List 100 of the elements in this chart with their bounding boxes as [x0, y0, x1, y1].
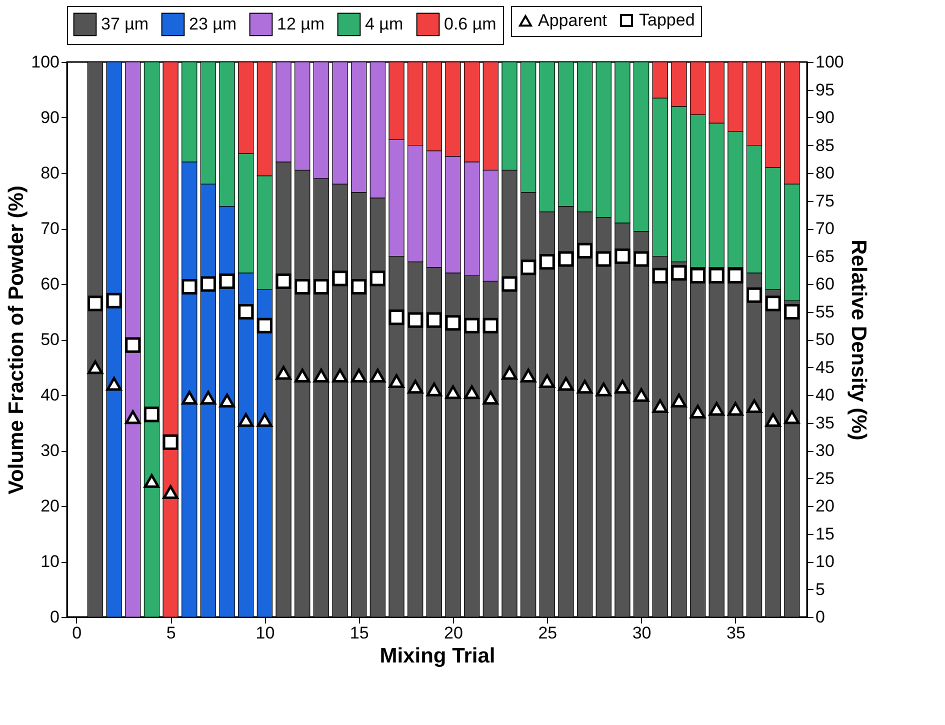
y2-tick-label: 55	[816, 302, 834, 322]
y2-tick-label: 50	[816, 330, 834, 349]
y2-tick-label: 100	[816, 52, 844, 72]
point	[87, 296, 104, 312]
legend-label: 23 µm	[189, 14, 237, 34]
point	[200, 276, 216, 292]
y2-tick-label: 30	[816, 441, 834, 460]
y-tick-label: 80	[40, 164, 60, 182]
point	[445, 385, 461, 400]
point	[332, 270, 348, 286]
point	[276, 366, 292, 380]
point	[351, 279, 367, 295]
y2-tick-label: 90	[816, 108, 834, 127]
point	[765, 296, 781, 312]
y-tick-label: 90	[40, 108, 60, 127]
y-tick-label: 70	[40, 219, 60, 238]
point	[182, 279, 198, 295]
point	[708, 268, 724, 284]
point	[634, 388, 650, 402]
point	[388, 310, 404, 326]
point	[520, 260, 536, 276]
point	[87, 360, 104, 374]
y-tick-label: 0	[50, 608, 60, 626]
point	[671, 265, 687, 281]
point	[614, 380, 630, 394]
point	[652, 399, 668, 413]
y-tick-label: 100	[31, 52, 60, 72]
point	[256, 413, 272, 427]
x-axis-title: Mixing Trial	[380, 644, 496, 668]
y-tick-label: 40	[40, 386, 60, 404]
point	[634, 251, 650, 267]
y2-tick-label: 40	[816, 386, 834, 404]
y-axis-title: Volume Fraction of Powder (%)	[5, 186, 28, 494]
y-tick-label: 10	[40, 552, 60, 571]
point	[256, 318, 272, 334]
y2-tick-label: 25	[816, 468, 834, 488]
point	[445, 315, 461, 331]
y2-tick-label: 75	[816, 191, 834, 210]
y2-tick-label: 80	[816, 164, 834, 182]
x-tick-label: 10	[256, 624, 275, 642]
x-tick-label: 25	[538, 624, 558, 642]
point	[671, 394, 687, 408]
point	[558, 251, 574, 267]
y-tick-label: 60	[40, 274, 60, 294]
point	[596, 382, 612, 396]
point	[370, 368, 386, 382]
point	[370, 270, 386, 286]
point	[294, 368, 310, 382]
point	[182, 390, 198, 405]
point	[426, 382, 442, 396]
point	[144, 474, 160, 488]
point	[784, 304, 800, 320]
y2-axis-title: Relative Density (%)	[846, 240, 870, 440]
x-tick-label: 5	[166, 624, 176, 642]
y2-tick-label: 45	[816, 358, 834, 377]
point	[690, 404, 706, 419]
point	[502, 276, 518, 292]
y2-tick-label: 5	[816, 580, 825, 599]
point	[690, 268, 706, 284]
x-tick-label: 20	[444, 624, 463, 642]
point	[482, 318, 498, 334]
y-tick-label: 20	[40, 496, 60, 516]
point	[408, 380, 424, 394]
point	[332, 368, 348, 382]
y2-tick-label: 65	[816, 246, 834, 266]
legend-label: 0.6 µm	[444, 14, 496, 34]
point	[614, 248, 630, 264]
point	[746, 287, 762, 303]
point	[596, 251, 612, 267]
point	[162, 434, 178, 450]
x-tick-label: 0	[72, 624, 82, 642]
point	[728, 268, 744, 284]
point	[558, 377, 574, 391]
legend-label: Apparent	[538, 10, 608, 30]
point	[746, 399, 762, 413]
y2-tick-label: 95	[816, 80, 834, 100]
point	[125, 410, 141, 424]
point	[408, 312, 424, 328]
point	[577, 242, 593, 258]
point	[106, 292, 122, 308]
point	[464, 318, 480, 334]
point	[219, 394, 235, 408]
x-tick-label: 35	[726, 624, 746, 642]
legend-label: Tapped	[639, 10, 695, 30]
y-tick-label: 50	[40, 330, 60, 349]
point	[577, 380, 593, 394]
point	[539, 254, 555, 270]
point	[482, 390, 498, 405]
point	[219, 273, 235, 289]
point	[708, 402, 724, 416]
point	[464, 385, 480, 400]
point	[106, 377, 122, 391]
point	[162, 485, 178, 500]
point	[238, 413, 254, 427]
point	[144, 406, 160, 422]
point	[539, 374, 555, 388]
y2-tick-label: 20	[816, 496, 834, 516]
y-tick-label: 30	[40, 441, 60, 460]
point	[784, 410, 800, 424]
point	[652, 268, 668, 284]
